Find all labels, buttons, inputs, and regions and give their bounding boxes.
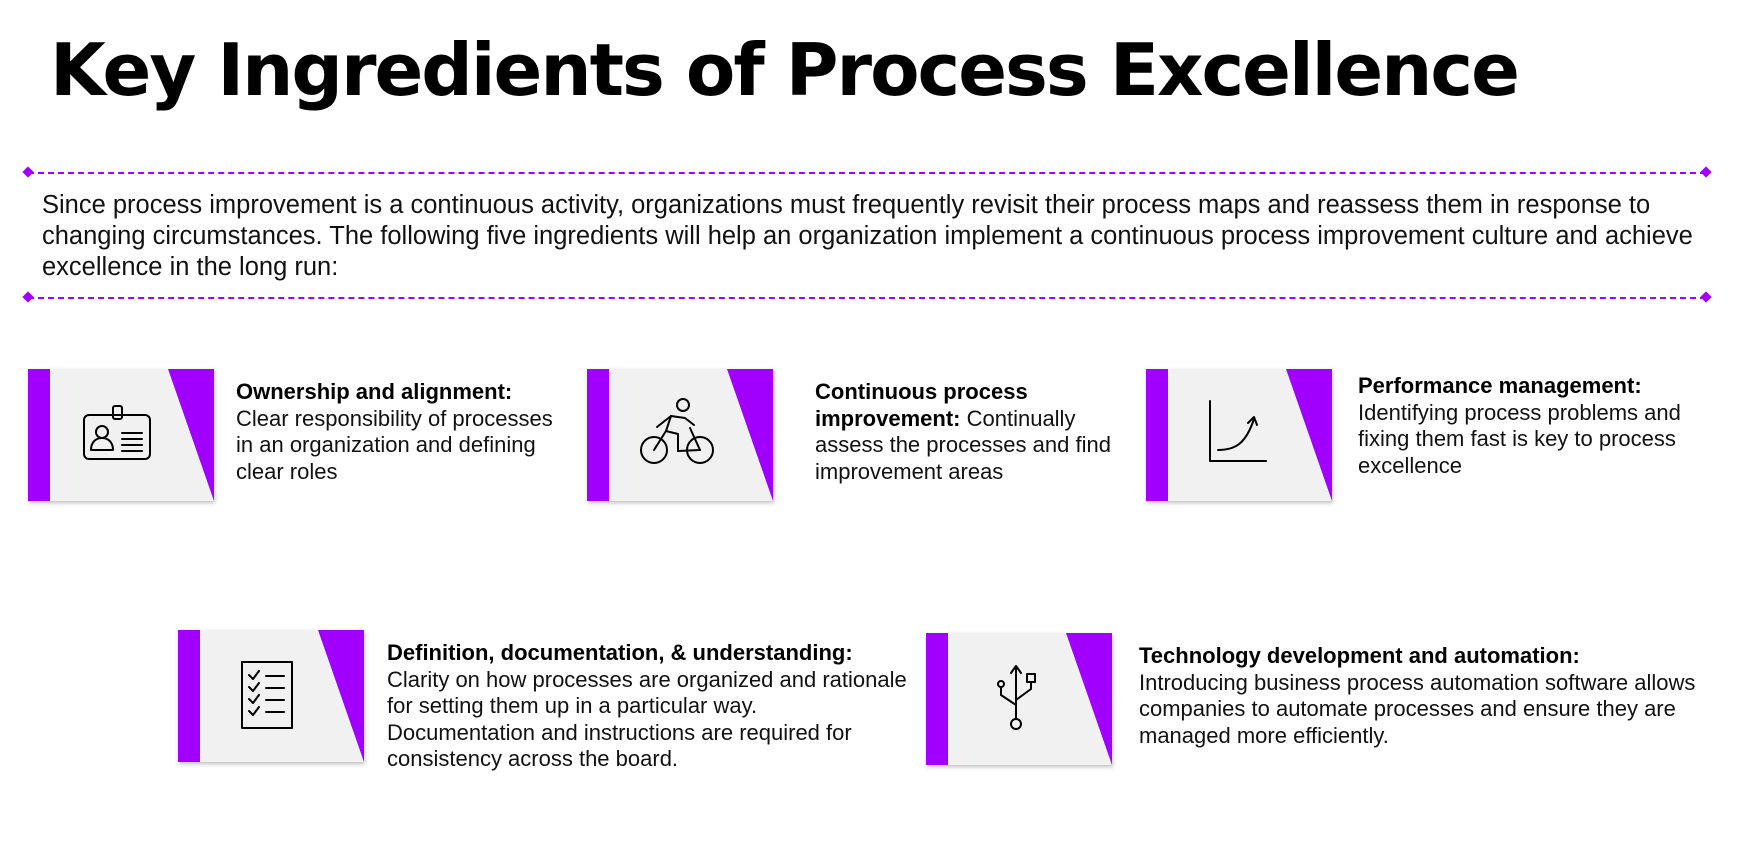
divider-diamond (1700, 291, 1712, 303)
bottom-divider (22, 291, 1712, 303)
ingredient-text-performance: Performance management: Identifying proc… (1358, 373, 1688, 479)
ingredient-text-continuous-improvement: Continuous process improvement: Continua… (815, 379, 1115, 485)
id-badge-icon (78, 395, 158, 475)
ingredient-body: Identifying process problems and fixing … (1358, 399, 1681, 478)
card-corner (318, 630, 364, 762)
ingredient-text-documentation: Definition, documentation, & understandi… (387, 640, 907, 773)
ingredient-card-ownership (28, 369, 214, 501)
usb-icon (976, 659, 1056, 739)
card-stripe (1146, 369, 1168, 501)
ingredient-heading: Ownership and alignment: (236, 379, 513, 404)
ingredient-text-ownership: Ownership and alignment: Clear responsib… (236, 379, 556, 485)
ingredient-heading: Technology development and automation: (1139, 643, 1580, 668)
cyclist-icon (637, 395, 717, 475)
card-corner (1286, 369, 1332, 501)
divider-diamond (22, 166, 34, 178)
card-stripe (178, 630, 200, 762)
divider-diamond (22, 291, 34, 303)
card-stripe (28, 369, 50, 501)
ingredient-card-performance (1146, 369, 1332, 501)
ingredient-card-continuous-improvement (587, 369, 773, 501)
divider-diamond (1700, 166, 1712, 178)
ingredient-heading: Continuous process improvement: (815, 379, 1028, 431)
card-corner (1066, 633, 1112, 765)
ingredient-card-technology (926, 633, 1112, 765)
ingredient-heading: Definition, documentation, & understandi… (387, 640, 853, 665)
page-title: Key Ingredients of Process Excellence (50, 28, 1520, 112)
top-divider (22, 166, 1712, 178)
ingredient-card-documentation (178, 630, 364, 762)
ingredient-body: Introducing business process automation … (1139, 669, 1696, 748)
ingredient-heading: Performance management: (1358, 373, 1642, 398)
card-stripe (926, 633, 948, 765)
ingredient-text-technology: Technology development and automation: I… (1139, 643, 1719, 749)
checklist-icon (228, 656, 308, 736)
intro-paragraph: Since process improvement is a continuou… (42, 191, 1693, 281)
growth-curve-icon (1196, 395, 1276, 475)
ingredient-body: Continually assess the processes and fin… (815, 405, 1111, 484)
card-stripe (587, 369, 609, 501)
ingredient-body: Clear responsibility of processes in an … (236, 405, 553, 484)
ingredient-body: Clarity on how processes are organized a… (387, 666, 907, 772)
card-corner (727, 369, 773, 501)
card-corner (168, 369, 214, 501)
